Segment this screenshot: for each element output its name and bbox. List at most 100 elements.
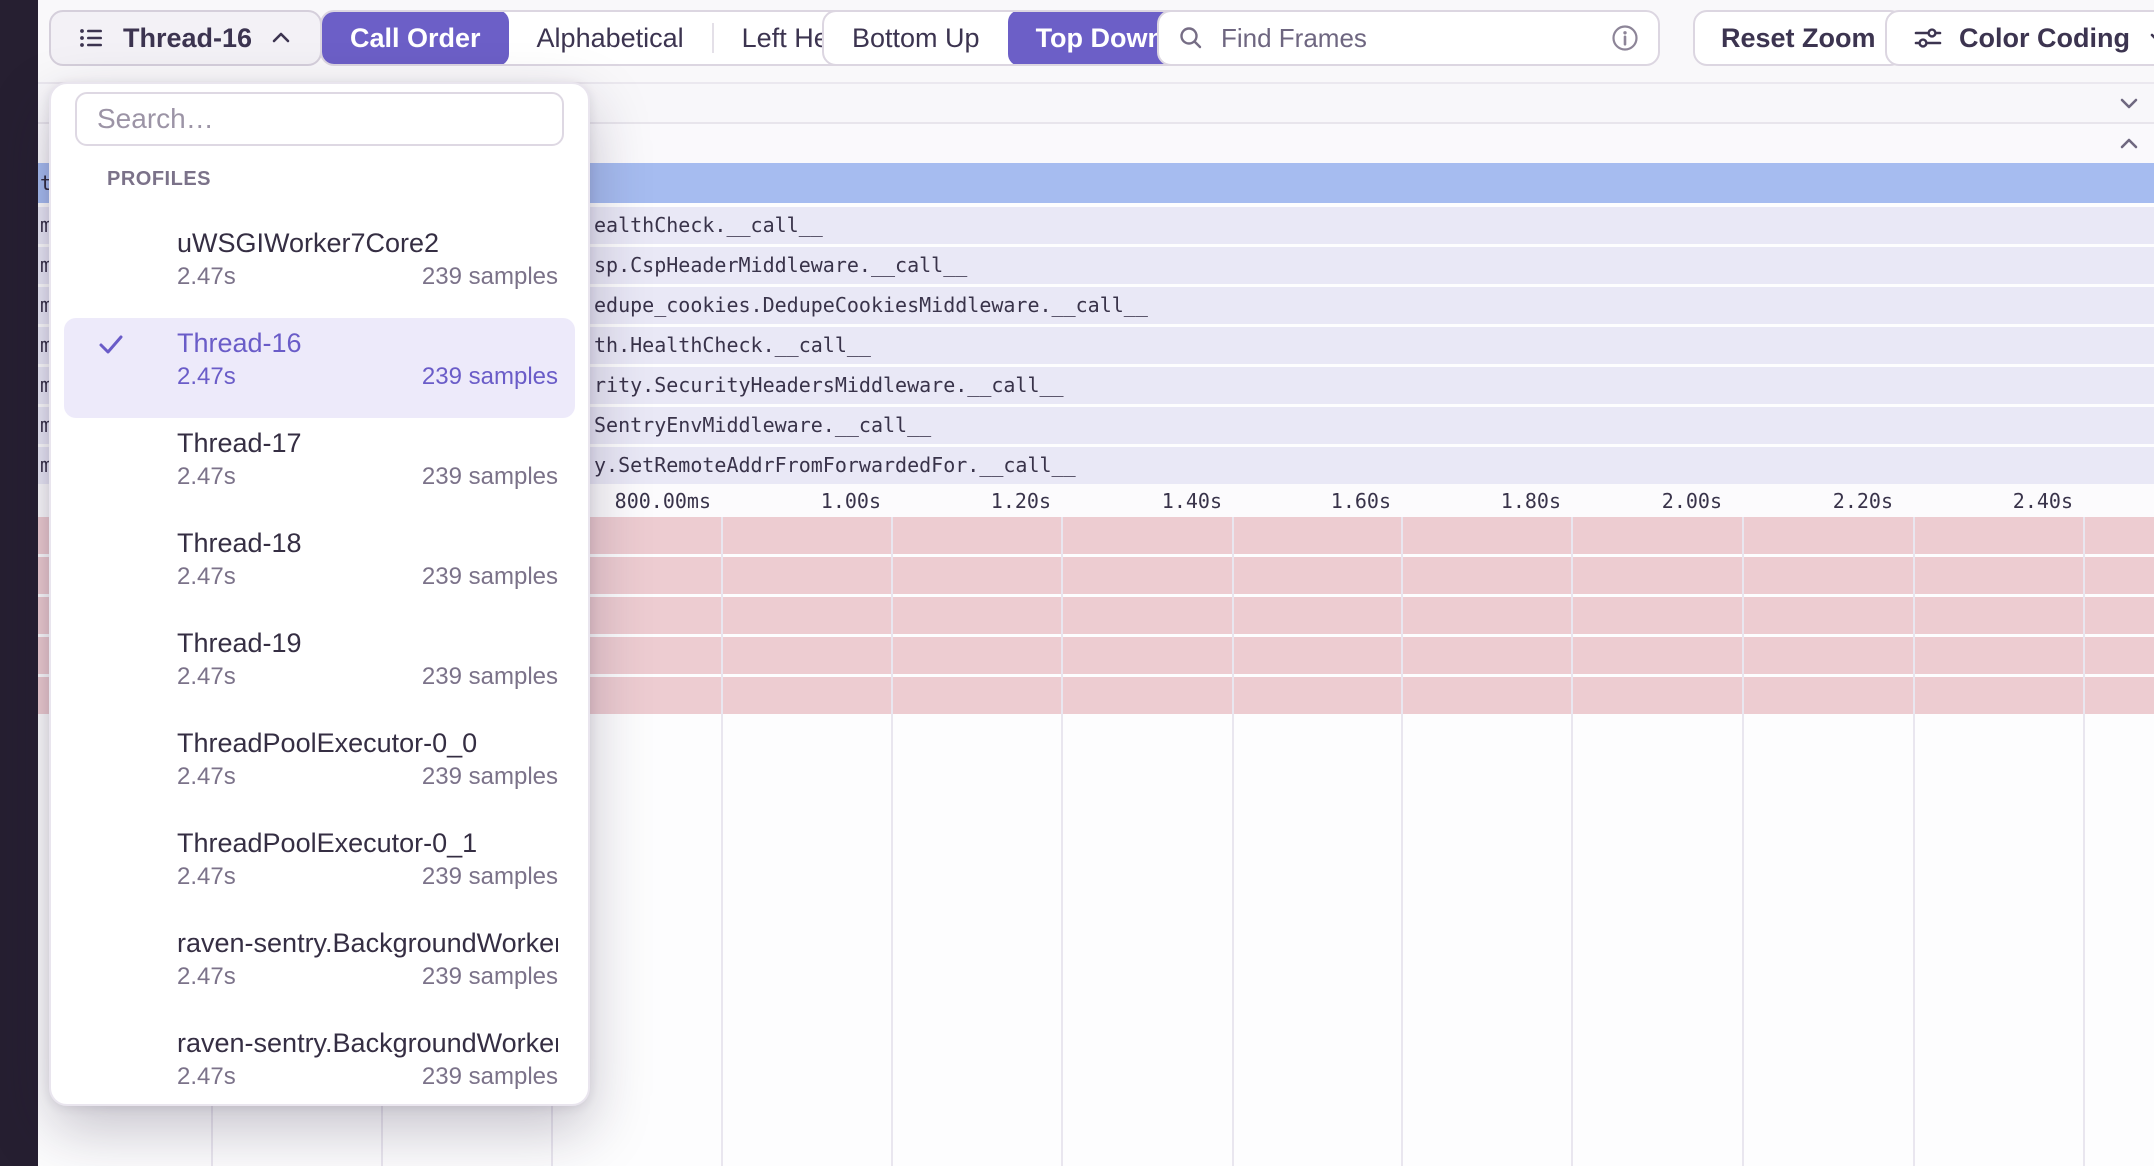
tick-label: 2.00s bbox=[1661, 489, 1722, 513]
tick-label: 1.20s bbox=[990, 489, 1051, 513]
profile-duration: 2.47s bbox=[177, 363, 236, 390]
gridline bbox=[1232, 517, 1234, 1166]
profile-option[interactable]: raven-sentry.BackgroundWorker 2.47s 239 … bbox=[64, 1018, 575, 1118]
thread-selector-button[interactable]: Thread-16 bbox=[49, 10, 323, 66]
profile-option[interactable]: raven-sentry.BackgroundWorker 2.47s 239 … bbox=[64, 918, 575, 1018]
app-sidebar-edge bbox=[0, 0, 38, 1166]
list-icon bbox=[77, 23, 107, 53]
profile-samples: 239 samples bbox=[421, 763, 558, 790]
profile-samples: 239 samples bbox=[421, 563, 558, 590]
sliders-icon bbox=[1913, 23, 1943, 53]
profile-duration: 2.47s bbox=[177, 663, 236, 690]
frame-label: SentryEnvMiddleware.__call__ bbox=[594, 413, 932, 437]
tick-label: 1.00s bbox=[820, 489, 881, 513]
profile-meta: 2.47s 239 samples bbox=[177, 662, 558, 692]
profile-samples: 239 samples bbox=[421, 463, 558, 490]
color-coding-label: Color Coding bbox=[1959, 22, 2130, 53]
frame-label: edupe_cookies.DedupeCookiesMiddleware.__… bbox=[594, 293, 1148, 317]
tab-alphabetical[interactable]: Alphabetical bbox=[536, 22, 684, 53]
find-frames-search bbox=[1157, 10, 1660, 66]
thread-selector-label: Thread-16 bbox=[123, 22, 253, 53]
chevron-up-icon bbox=[268, 25, 294, 51]
info-icon[interactable] bbox=[1610, 23, 1640, 53]
profile-option[interactable]: ThreadPoolExecutor-0_1 2.47s 239 samples bbox=[64, 818, 575, 918]
profile-name: uWSGIWorker7Core2 bbox=[177, 228, 440, 258]
tab-bottom-up[interactable]: Bottom Up bbox=[852, 22, 980, 53]
divider bbox=[711, 23, 714, 53]
dropdown-search bbox=[75, 92, 564, 146]
profile-samples: 239 samples bbox=[421, 1063, 558, 1090]
tab-call-order[interactable]: Call Order bbox=[322, 12, 509, 64]
frame-label: ealthCheck.__call__ bbox=[594, 213, 823, 237]
profile-name: ThreadPoolExecutor-0_0 bbox=[177, 728, 478, 758]
profile-duration: 2.47s bbox=[177, 863, 236, 890]
profile-samples: 239 samples bbox=[421, 363, 558, 390]
profile-meta: 2.47s 239 samples bbox=[177, 562, 558, 592]
direction-segmented-control: Bottom Up Top Down bbox=[822, 10, 1195, 66]
profile-name: Thread-17 bbox=[177, 428, 302, 458]
profile-duration: 2.47s bbox=[177, 563, 236, 590]
profile-duration: 2.47s bbox=[177, 463, 236, 490]
thread-dropdown-panel: PROFILES uWSGIWorker7Core2 2.47s 239 sam… bbox=[49, 82, 590, 1106]
tick-label: 1.60s bbox=[1330, 489, 1391, 513]
profile-option[interactable]: Thread-18 2.47s 239 samples bbox=[64, 518, 575, 618]
gridline bbox=[891, 517, 893, 1166]
profile-name: raven-sentry.BackgroundWorker bbox=[177, 928, 558, 958]
reset-zoom-label: Reset Zoom bbox=[1721, 22, 1876, 53]
color-coding-button[interactable]: Color Coding bbox=[1885, 10, 2154, 66]
profile-meta: 2.47s 239 samples bbox=[177, 762, 558, 792]
tick-label: 1.80s bbox=[1500, 489, 1561, 513]
chevron-down-icon[interactable] bbox=[2114, 88, 2144, 118]
profile-meta: 2.47s 239 samples bbox=[177, 362, 558, 392]
gridline bbox=[2083, 517, 2085, 1166]
profile-name: raven-sentry.BackgroundWorker bbox=[177, 1028, 558, 1058]
tick-label: 2.20s bbox=[1832, 489, 1893, 513]
profiles-section-label: PROFILES bbox=[107, 168, 212, 190]
check-icon bbox=[95, 328, 127, 365]
frame-label: th.HealthCheck.__call__ bbox=[594, 333, 871, 357]
profile-duration: 2.47s bbox=[177, 1063, 236, 1090]
chevron-up-icon[interactable] bbox=[2114, 129, 2144, 159]
reset-zoom-button[interactable]: Reset Zoom bbox=[1693, 10, 1904, 66]
tick-label: 1.40s bbox=[1161, 489, 1222, 513]
gridline bbox=[1571, 517, 1573, 1166]
profile-samples: 239 samples bbox=[421, 963, 558, 990]
profile-meta: 2.47s 239 samples bbox=[177, 962, 558, 992]
profile-name: Thread-16 bbox=[177, 328, 302, 358]
profile-option[interactable]: Thread-17 2.47s 239 samples bbox=[64, 418, 575, 518]
profile-option[interactable]: ThreadPoolExecutor-0_0 2.47s 239 samples bbox=[64, 718, 575, 818]
sort-segmented-control: Call Order Alphabetical Left Heavy bbox=[320, 10, 901, 66]
profile-name: Thread-19 bbox=[177, 628, 302, 658]
profile-meta: 2.47s 239 samples bbox=[177, 262, 558, 292]
tick-label: 800.00ms bbox=[614, 489, 711, 513]
dropdown-search-input[interactable] bbox=[77, 103, 562, 135]
profile-option[interactable]: Thread-19 2.47s 239 samples bbox=[64, 618, 575, 718]
gridline bbox=[1401, 517, 1403, 1166]
profile-meta: 2.47s 239 samples bbox=[177, 862, 558, 892]
profile-duration: 2.47s bbox=[177, 763, 236, 790]
tick-label: 2.40s bbox=[2012, 489, 2073, 513]
frame-label: sp.CspHeaderMiddleware.__call__ bbox=[594, 253, 968, 277]
profile-duration: 2.47s bbox=[177, 963, 236, 990]
gridline bbox=[1742, 517, 1744, 1166]
profile-option[interactable]: Thread-16 2.47s 239 samples bbox=[64, 318, 575, 418]
gridline bbox=[721, 517, 723, 1166]
chevron-down-icon bbox=[2146, 25, 2154, 51]
profile-name: Thread-18 bbox=[177, 528, 302, 558]
frame-label: rity.SecurityHeadersMiddleware.__call__ bbox=[594, 373, 1064, 397]
profile-samples: 239 samples bbox=[421, 263, 558, 290]
profile-samples: 239 samples bbox=[421, 663, 558, 690]
profile-option[interactable]: uWSGIWorker7Core2 2.47s 239 samples bbox=[64, 218, 575, 318]
gridline bbox=[1061, 517, 1063, 1166]
profile-samples: 239 samples bbox=[421, 863, 558, 890]
profile-duration: 2.47s bbox=[177, 263, 236, 290]
find-frames-input[interactable] bbox=[1219, 21, 1596, 55]
profile-meta: 2.47s 239 samples bbox=[177, 1062, 558, 1092]
profile-meta: 2.47s 239 samples bbox=[177, 462, 558, 492]
frame-label: y.SetRemoteAddrFromForwardedFor.__call__ bbox=[594, 453, 1076, 477]
profile-name: ThreadPoolExecutor-0_1 bbox=[177, 828, 478, 858]
gridline bbox=[1913, 517, 1915, 1166]
search-icon bbox=[1177, 24, 1205, 52]
flamegraph-toolbar: Thread-16 Call Order Alphabetical Left H… bbox=[38, 0, 2154, 84]
